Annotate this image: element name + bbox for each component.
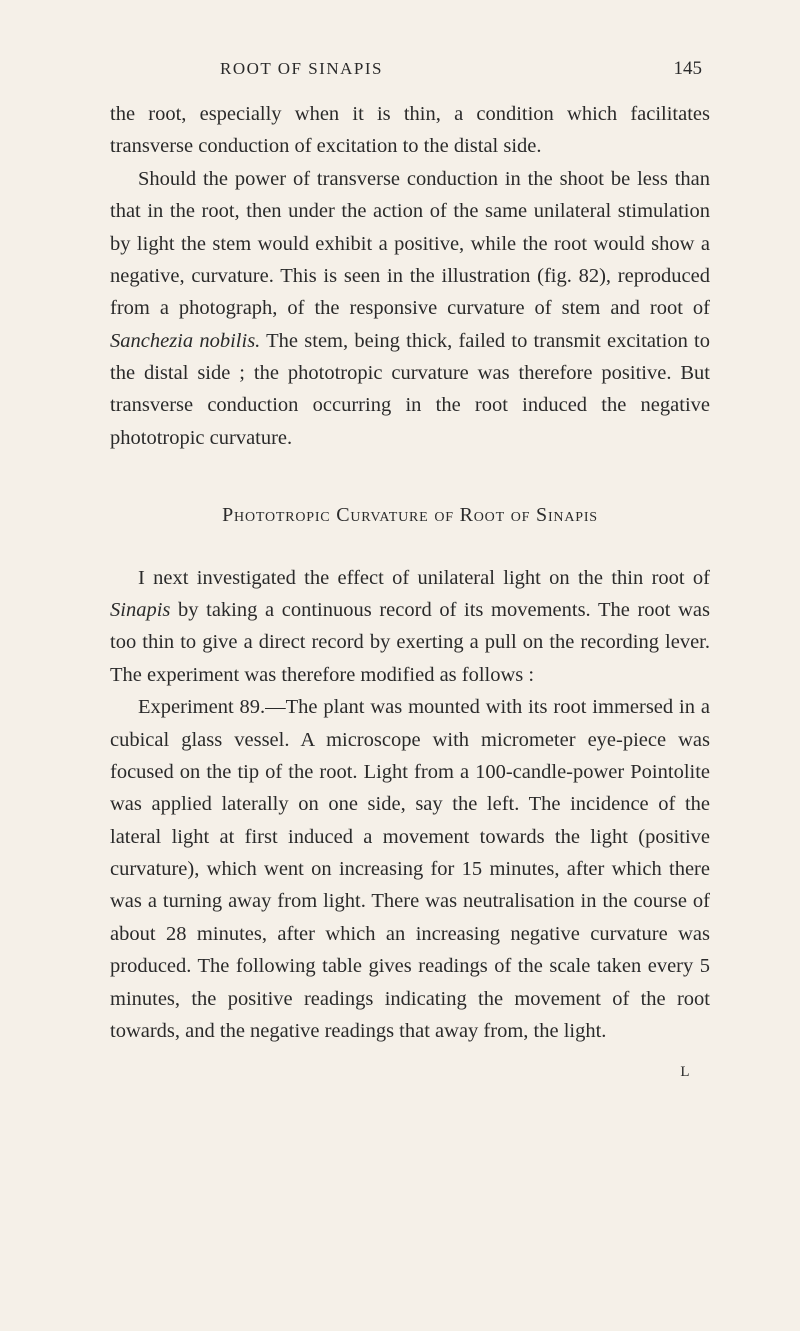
paragraph: Experiment 89.—The plant was mounted wit… bbox=[110, 691, 710, 1047]
text-run: Should the power of transverse conductio… bbox=[110, 168, 710, 320]
running-head: ROOT OF SINAPIS bbox=[220, 59, 383, 79]
paragraph: I next investigated the effect of unilat… bbox=[110, 562, 710, 692]
italic-term: Sinapis bbox=[110, 599, 170, 621]
italic-term: Sanchezia nobilis. bbox=[110, 330, 260, 352]
signature-mark: L bbox=[110, 1061, 710, 1085]
section-heading: Phototropic Curvature of Root of Sinapis bbox=[110, 500, 710, 532]
body-text: the root, especially when it is thin, a … bbox=[110, 98, 710, 1085]
paragraph-continuation: the root, especially when it is thin, a … bbox=[110, 98, 710, 163]
page-number: 145 bbox=[674, 58, 703, 80]
text-run: by taking a continuous record of its mov… bbox=[110, 599, 710, 686]
paragraph: Should the power of transverse conductio… bbox=[110, 163, 710, 454]
text-run: I next investigated the effect of unilat… bbox=[138, 567, 710, 589]
page-header: ROOT OF SINAPIS 145 bbox=[110, 58, 710, 80]
